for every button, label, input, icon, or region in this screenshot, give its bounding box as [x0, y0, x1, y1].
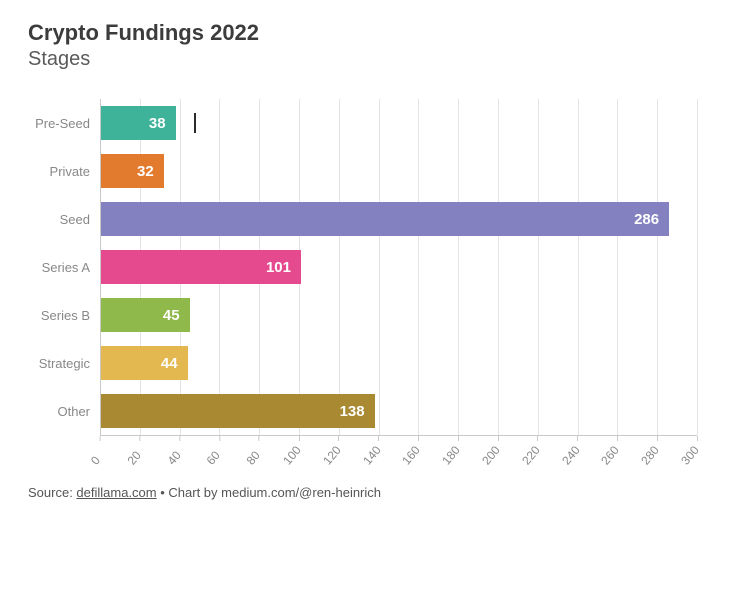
chart-row: Series A 101	[28, 243, 703, 291]
footer-source-prefix: Source:	[28, 485, 76, 500]
y-axis-label: Series B	[28, 308, 100, 323]
bar-value-label: 32	[137, 163, 154, 180]
plot-row: 32	[100, 147, 703, 195]
x-tick-mark	[179, 436, 180, 441]
x-tick-mark	[100, 436, 101, 441]
chart-row: Other 138	[28, 387, 703, 435]
x-tick-mark	[219, 436, 220, 441]
x-tick-mark	[299, 436, 300, 441]
x-tick: 220	[528, 436, 548, 461]
x-tick: 300	[687, 436, 707, 461]
x-tick-label: 120	[320, 443, 344, 467]
x-tick-label: 240	[559, 443, 583, 467]
x-tick-label: 80	[244, 448, 263, 467]
bar-value-label: 38	[149, 115, 166, 132]
x-tick-mark	[418, 436, 419, 441]
x-tick-label: 260	[599, 443, 623, 467]
x-tick: 60	[213, 436, 226, 461]
x-tick: 20	[133, 436, 146, 461]
x-tick-label: 60	[204, 448, 223, 467]
bar: 138	[100, 394, 375, 428]
x-tick-label: 100	[280, 443, 304, 467]
x-tick: 200	[488, 436, 508, 461]
bar: 101	[100, 250, 301, 284]
footer-credit: Chart by medium.com/@ren-heinrich	[168, 485, 381, 500]
x-tick: 80	[253, 436, 266, 461]
x-tick-label: 220	[519, 443, 543, 467]
x-tick-mark	[657, 436, 658, 441]
x-tick: 260	[607, 436, 627, 461]
bar: 45	[100, 298, 190, 332]
x-tick-mark	[378, 436, 379, 441]
bar: 286	[100, 202, 669, 236]
bar-value-label: 45	[163, 307, 180, 324]
x-tick: 0	[97, 436, 104, 461]
y-axis-label: Private	[28, 164, 100, 179]
x-tick-label: 200	[479, 443, 503, 467]
plot-row: 38	[100, 99, 703, 147]
x-tick-label: 20	[124, 448, 143, 467]
x-tick-label: 0	[88, 453, 103, 467]
bar: 32	[100, 154, 164, 188]
bar-value-label: 44	[161, 355, 178, 372]
x-tick: 120	[329, 436, 349, 461]
bar: 44	[100, 346, 188, 380]
chart-row: Pre-Seed 38	[28, 99, 703, 147]
x-tick-label: 140	[360, 443, 384, 467]
x-tick-mark	[458, 436, 459, 441]
x-tick-mark	[338, 436, 339, 441]
x-tick-label: 280	[638, 443, 662, 467]
chart-row: Private 32	[28, 147, 703, 195]
plot-row: 44	[100, 339, 703, 387]
plot-row: 286	[100, 195, 703, 243]
x-axis: 0204060801001201401601802002202402602803…	[100, 435, 697, 475]
bar-value-label: 101	[266, 259, 291, 276]
x-tick-mark	[259, 436, 260, 441]
y-axis-label: Strategic	[28, 356, 100, 371]
chart-row: Seed 286	[28, 195, 703, 243]
bar-value-label: 138	[340, 403, 365, 420]
chart-title: Crypto Fundings 2022	[28, 20, 703, 46]
plot-row: 101	[100, 243, 703, 291]
y-axis-label: Other	[28, 404, 100, 419]
chart-subtitle: Stages	[28, 48, 703, 71]
footer-separator: •	[157, 485, 169, 500]
x-tick-mark	[577, 436, 578, 441]
chart-footer: Source: defillama.com • Chart by medium.…	[28, 485, 703, 500]
x-tick-label: 160	[400, 443, 424, 467]
x-tick-label: 180	[439, 443, 463, 467]
bar: 38	[100, 106, 176, 140]
x-tick-label: 40	[164, 448, 183, 467]
bar-value-label: 286	[634, 211, 659, 228]
x-tick: 40	[173, 436, 186, 461]
chart-row: Strategic 44	[28, 339, 703, 387]
footer-source-link[interactable]: defillama.com	[76, 485, 156, 500]
cursor-caret	[194, 113, 196, 133]
x-tick: 140	[369, 436, 389, 461]
x-tick-mark	[617, 436, 618, 441]
x-tick-mark	[498, 436, 499, 441]
y-axis-label: Seed	[28, 212, 100, 227]
bars-container: Pre-Seed38Private32Seed286Series A101Ser…	[28, 99, 703, 435]
x-tick-mark	[697, 436, 698, 441]
plot-row: 138	[100, 387, 703, 435]
plot-row: 45	[100, 291, 703, 339]
y-axis-label: Series A	[28, 260, 100, 275]
x-tick: 100	[289, 436, 309, 461]
x-tick: 180	[448, 436, 468, 461]
y-axis-label: Pre-Seed	[28, 116, 100, 131]
chart-area: Pre-Seed38Private32Seed286Series A101Ser…	[28, 99, 703, 475]
x-tick: 160	[408, 436, 428, 461]
x-tick: 240	[568, 436, 588, 461]
chart-row: Series B 45	[28, 291, 703, 339]
x-tick-label: 300	[678, 443, 702, 467]
y-axis-line	[100, 99, 101, 435]
x-tick-mark	[139, 436, 140, 441]
x-tick: 280	[647, 436, 667, 461]
x-tick-mark	[537, 436, 538, 441]
